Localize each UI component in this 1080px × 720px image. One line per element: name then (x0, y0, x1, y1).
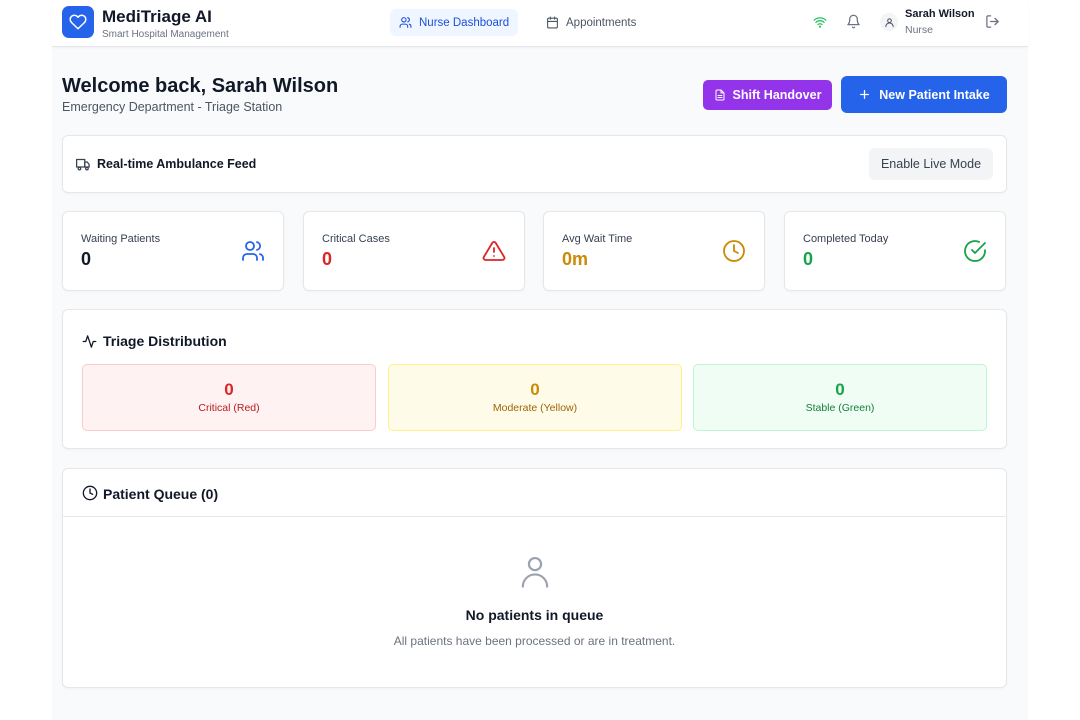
user-role: Nurse (905, 24, 934, 36)
user-icon (884, 17, 894, 27)
new-patient-intake-button[interactable]: New Patient Intake (841, 76, 1007, 113)
avatar[interactable] (880, 13, 898, 31)
user-icon (521, 556, 549, 588)
triage-stable-box: 0 Stable (Green) (693, 364, 987, 431)
file-text-icon (715, 89, 725, 101)
tab-appointments[interactable]: Appointments (537, 9, 645, 36)
page-title: Welcome back, Sarah Wilson (62, 75, 339, 97)
activity-icon (82, 335, 97, 348)
clock-icon (723, 240, 745, 262)
page-subtitle: Emergency Department - Triage Station (62, 100, 283, 114)
triage-label: Moderate (Yellow) (492, 402, 578, 414)
stat-value: 0m (562, 249, 589, 269)
stat-card-avg-wait: Avg Wait Time 0m (543, 211, 765, 291)
enable-live-mode-button[interactable]: Enable Live Mode (869, 148, 993, 180)
empty-state-subtitle: All patients have been processed or are … (393, 634, 676, 648)
check-circle-icon (964, 240, 986, 262)
triage-moderate-box: 0 Moderate (Yellow) (388, 364, 682, 431)
shift-handover-button[interactable]: Shift Handover (703, 80, 832, 110)
patient-queue-header: Patient Queue (0) (63, 469, 1006, 517)
users-icon (242, 241, 264, 261)
stat-label: Critical Cases (322, 233, 390, 245)
stat-value: 0 (803, 249, 814, 269)
bell-icon[interactable] (846, 14, 861, 29)
truck-icon (76, 158, 90, 171)
stat-label: Completed Today (803, 233, 889, 245)
top-navbar: MediTriage AI Smart Hospital Management … (52, 0, 1028, 47)
patient-queue-title: Patient Queue (0) (103, 486, 219, 502)
triage-distribution-title: Triage Distribution (103, 333, 227, 349)
triage-count: 0 (530, 380, 540, 399)
heart-icon (69, 14, 87, 30)
triage-count: 0 (224, 380, 234, 399)
stat-label: Avg Wait Time (562, 233, 633, 245)
triage-label: Stable (Green) (805, 402, 875, 414)
wifi-icon (813, 17, 827, 28)
calendar-icon (547, 16, 558, 29)
triage-critical-box: 0 Critical (Red) (82, 364, 376, 431)
stat-value: 0 (81, 249, 92, 269)
button-label: Shift Handover (732, 88, 822, 102)
tab-nurse-dashboard[interactable]: Nurse Dashboard (390, 9, 519, 36)
ambulance-feed-card: Real-time Ambulance Feed Enable Live Mod… (62, 135, 1007, 193)
app-subtitle: Smart Hospital Management (102, 29, 229, 40)
tab-label: Appointments (566, 16, 637, 29)
alert-triangle-icon (482, 241, 506, 261)
logo[interactable] (62, 6, 94, 38)
tab-label: Nurse Dashboard (419, 16, 510, 29)
ambulance-feed-title: Real-time Ambulance Feed (97, 157, 257, 171)
stat-label: Waiting Patients (81, 233, 161, 245)
logout-icon[interactable] (985, 14, 1000, 29)
stat-value: 0 (322, 249, 333, 269)
user-name: Sarah Wilson (905, 8, 975, 20)
triage-count: 0 (835, 380, 845, 399)
stat-card-completed: Completed Today 0 (784, 211, 1006, 291)
triage-distribution-card: Triage Distribution 0 Critical (Red) 0 M… (62, 309, 1007, 449)
patient-queue-card: Patient Queue (0) No patients in queue A… (62, 468, 1007, 688)
triage-label: Critical (Red) (198, 402, 260, 414)
stat-card-waiting: Waiting Patients 0 (62, 211, 284, 291)
empty-state-title: No patients in queue (465, 607, 604, 623)
plus-icon (860, 90, 870, 99)
button-label: New Patient Intake (879, 87, 990, 102)
users-icon (399, 17, 412, 28)
app-title: MediTriage AI (102, 7, 212, 26)
stat-card-critical: Critical Cases 0 (303, 211, 525, 291)
clock-icon (82, 485, 98, 501)
